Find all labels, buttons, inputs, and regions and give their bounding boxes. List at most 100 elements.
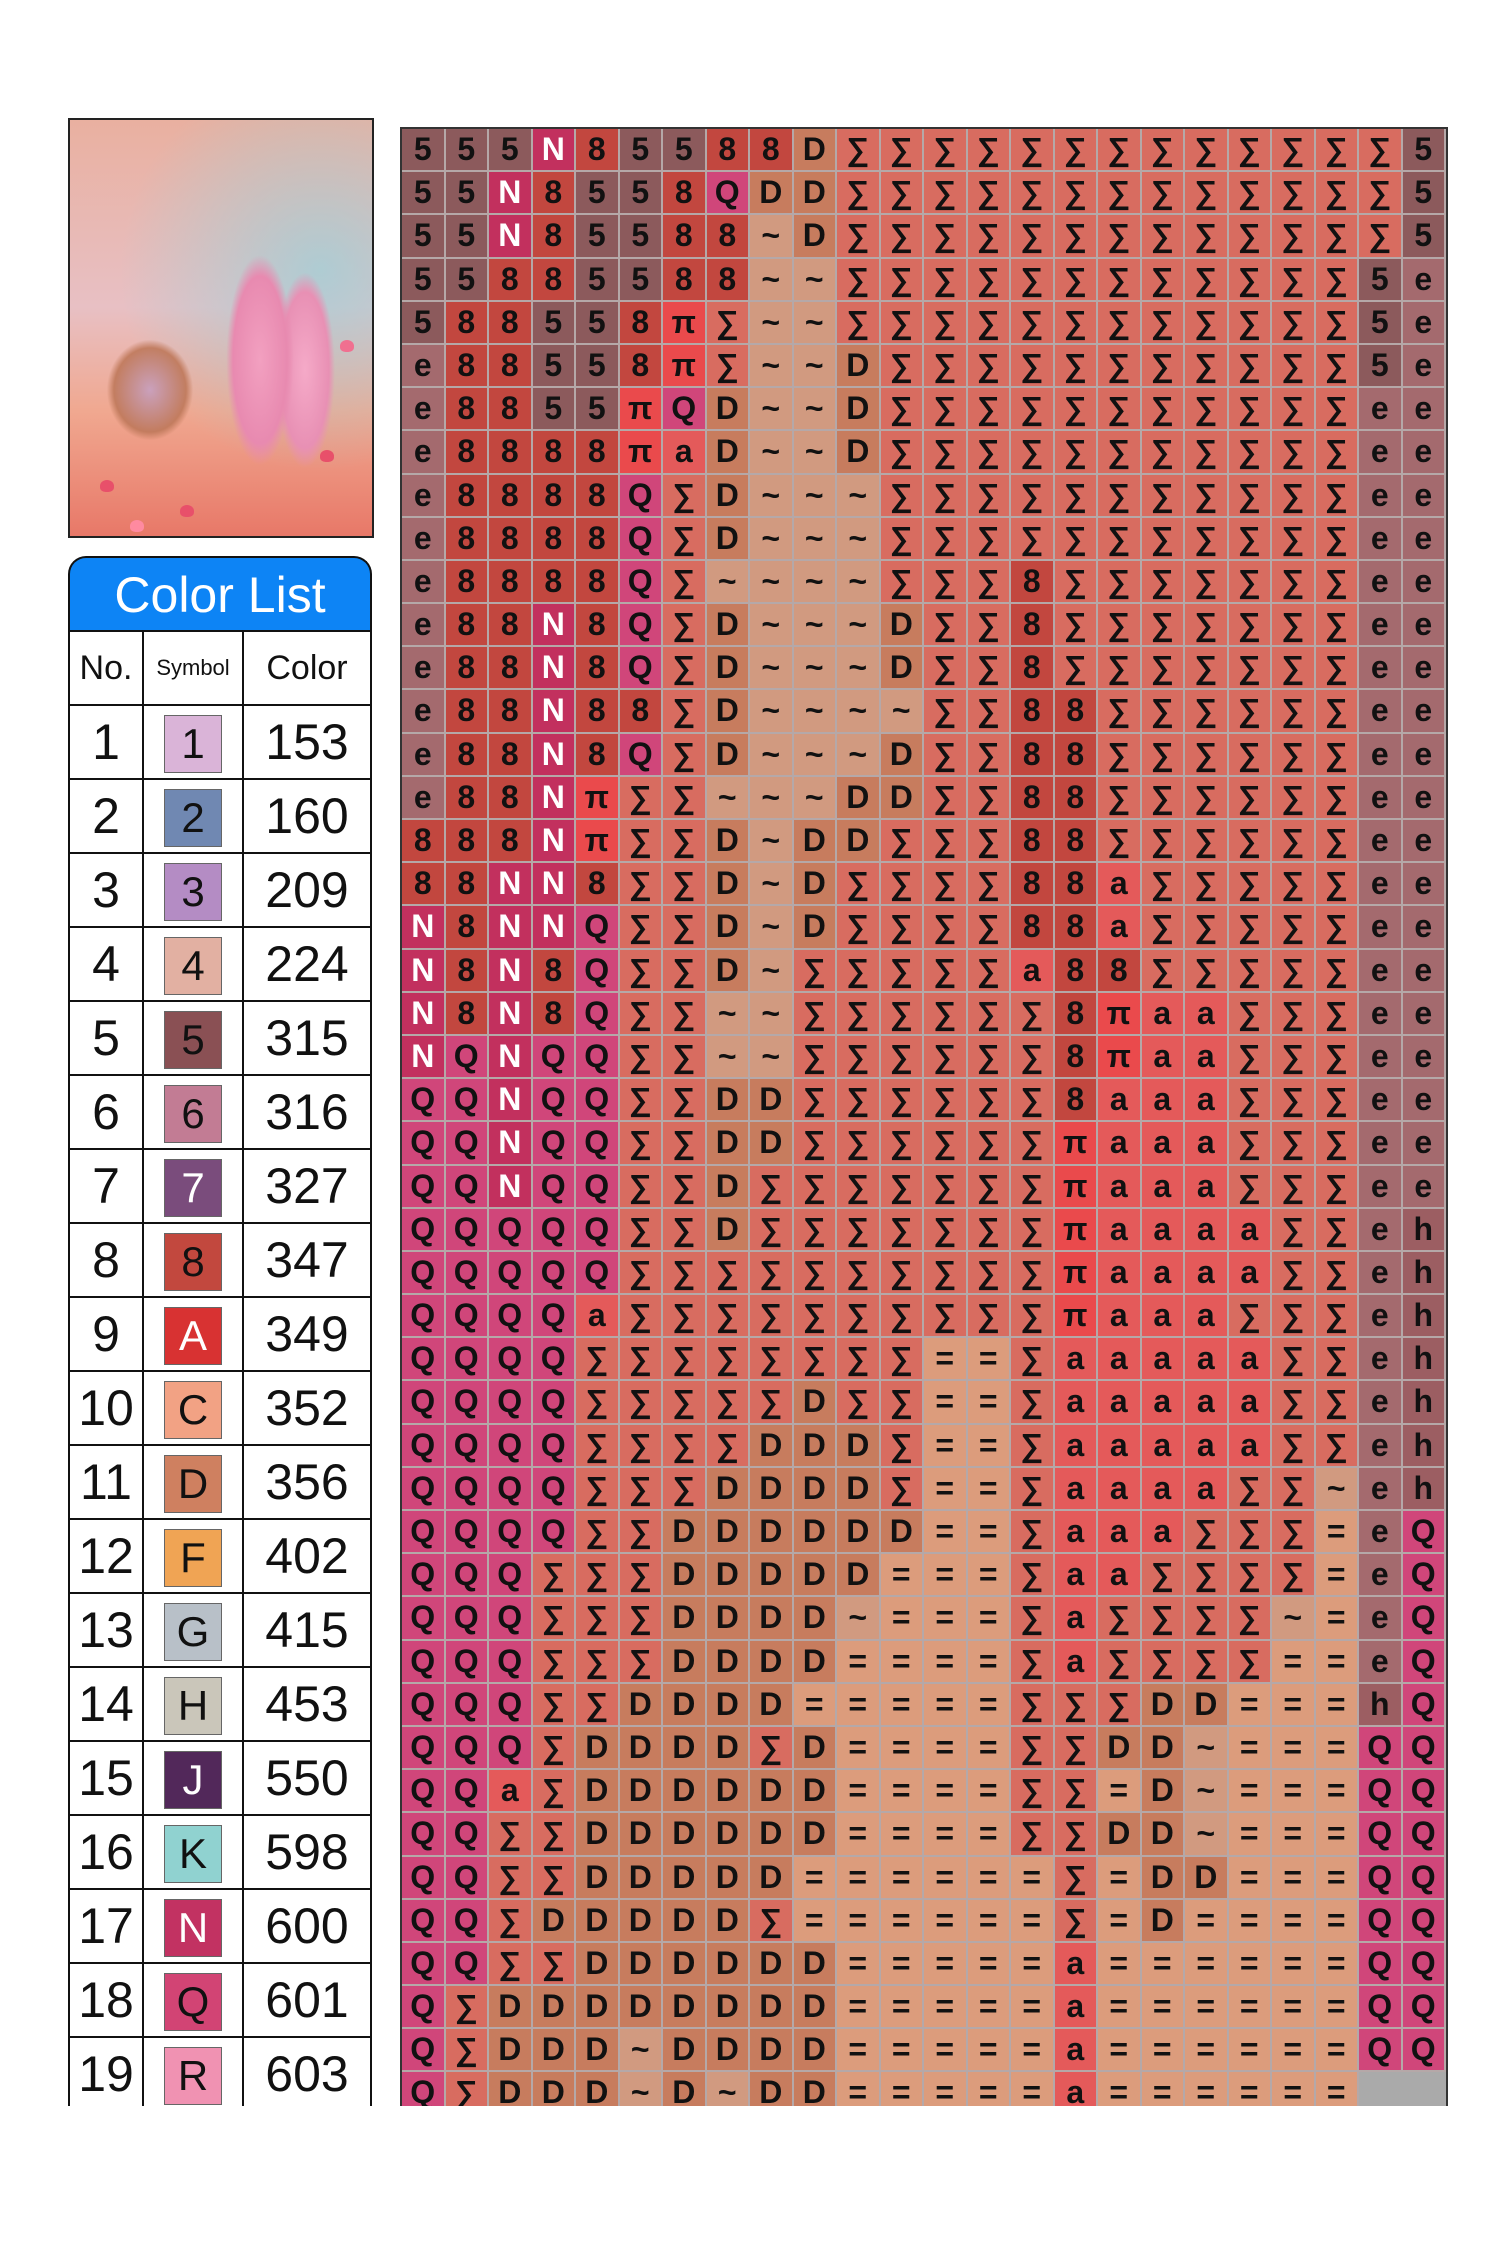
pattern-cell: ∑ xyxy=(1228,1122,1272,1166)
pattern-cell: 8 xyxy=(576,733,620,777)
pattern-cell: ∑ xyxy=(793,992,837,1036)
pattern-cell: 8 xyxy=(1011,733,1055,777)
pattern-cell: ∑ xyxy=(1228,690,1272,734)
pattern-cell: e xyxy=(1402,647,1446,691)
pattern-cell: = xyxy=(1315,2029,1359,2073)
pattern-cell: D xyxy=(793,1424,837,1468)
pattern-cell: Q xyxy=(532,1208,576,1252)
color-code: 209 xyxy=(242,852,372,928)
pattern-cell: Q xyxy=(1359,1726,1403,1771)
pattern-cell: ∑ xyxy=(445,2072,489,2106)
pattern-cell: ~ xyxy=(750,1035,794,1080)
color-list-row: 16 K 598 xyxy=(68,1814,372,1890)
pattern-cell: ∑ xyxy=(924,1208,968,1252)
pattern-cell: Q xyxy=(402,1640,446,1684)
pattern-cell: Q xyxy=(576,1251,620,1296)
pattern-cell: N xyxy=(402,906,446,950)
pattern-cell: ∑ xyxy=(1011,1208,1055,1252)
color-swatch: H xyxy=(164,1676,222,1735)
pattern-cell: e xyxy=(1402,949,1446,993)
pattern-cell: ∑ xyxy=(619,1251,663,1296)
pattern-cell: ~ xyxy=(750,258,794,302)
pattern-cell: ∑ xyxy=(1011,1381,1055,1425)
color-swatch: R xyxy=(164,2046,222,2105)
pattern-cell: ~ xyxy=(750,474,794,518)
pattern-cell: ~ xyxy=(837,733,881,777)
pattern-cell: a xyxy=(489,1770,533,1814)
pattern-cell: ∑ xyxy=(924,1035,968,1080)
pattern-cell: 8 xyxy=(445,388,489,432)
pattern-cell: D xyxy=(576,1726,620,1771)
pattern-cell: ∑ xyxy=(924,301,968,345)
pattern-cell: 5 xyxy=(1359,301,1403,345)
pattern-cell: ∑ xyxy=(880,820,924,864)
pattern-cell: ∑ xyxy=(532,1683,576,1727)
pattern-cell: ∑ xyxy=(793,1035,837,1080)
pattern-cell: 8 xyxy=(489,474,533,518)
pattern-cell: Q xyxy=(402,1079,446,1123)
pattern-cell: = xyxy=(1228,2072,1272,2106)
pattern-cell: ∑ xyxy=(663,1467,707,1511)
pattern-cell: ∑ xyxy=(924,1165,968,1209)
pattern-cell: = xyxy=(967,1813,1011,1857)
pattern-cell: ∑ xyxy=(576,1683,620,1727)
color-number: 15 xyxy=(68,1740,144,1816)
color-code: 327 xyxy=(242,1148,372,1224)
pattern-cell: ∑ xyxy=(1228,1640,1272,1684)
pattern-cell: Q xyxy=(489,1338,533,1382)
pattern-cell: ∑ xyxy=(1141,474,1185,518)
pattern-cell: Q xyxy=(402,1942,446,1987)
pattern-cell: 5 xyxy=(402,301,446,345)
pattern-cell: ∑ xyxy=(1228,172,1272,216)
symbol-cell: K xyxy=(142,1814,244,1890)
pattern-cell: ∑ xyxy=(1315,690,1359,734)
pattern-cell: 8 xyxy=(445,647,489,691)
pattern-cell: ∑ xyxy=(1141,1640,1185,1684)
pattern-cell: a xyxy=(1054,1338,1098,1382)
pattern-cell: 5 xyxy=(576,215,620,259)
pattern-cell: ∑ xyxy=(837,215,881,259)
pattern-cell: ∑ xyxy=(532,1770,576,1814)
pattern-cell: D xyxy=(880,604,924,648)
pattern-cell: N xyxy=(532,647,576,691)
pattern-cell: 8 xyxy=(619,344,663,389)
pattern-cell: ∑ xyxy=(1011,1295,1055,1339)
pattern-cell: ∑ xyxy=(837,1122,881,1166)
pattern-cell: ∑ xyxy=(880,301,924,345)
pattern-cell: ∑ xyxy=(880,474,924,518)
pattern-cell: a xyxy=(1141,1511,1185,1555)
pattern-cell: = xyxy=(1228,1813,1272,1857)
pattern-cell: 8 xyxy=(532,992,576,1036)
pattern-cell: = xyxy=(1315,1683,1359,1727)
pattern-cell: D xyxy=(793,820,837,864)
pattern-cell: Q xyxy=(1402,1597,1446,1641)
pattern-cell: ∑ xyxy=(1185,344,1229,389)
pattern-cell: D xyxy=(576,1813,620,1857)
pattern-cell: = xyxy=(1272,2072,1316,2106)
pattern-cell: N xyxy=(489,992,533,1036)
pattern-cell: D xyxy=(663,1899,707,1943)
pattern-cell: = xyxy=(967,1726,1011,1771)
pattern-cell: a xyxy=(1054,1467,1098,1511)
pattern-cell: D xyxy=(706,1813,750,1857)
pattern-cell: e xyxy=(1402,863,1446,907)
pattern-cell: ∑ xyxy=(663,733,707,777)
pattern-cell: = xyxy=(1098,1770,1142,1814)
pattern-cell: = xyxy=(1315,1554,1359,1598)
pattern-cell: Q xyxy=(663,388,707,432)
pattern-cell: ∑ xyxy=(1098,1683,1142,1727)
pattern-cell: Q xyxy=(1402,1856,1446,1900)
pattern-cell: 8 xyxy=(576,517,620,561)
pattern-cell: ∑ xyxy=(1054,431,1098,475)
pattern-cell: e xyxy=(1359,647,1403,691)
pattern-cell: ∑ xyxy=(750,1899,794,1943)
pattern-cell: 8 xyxy=(445,776,489,820)
pattern-cell: 8 xyxy=(619,301,663,345)
pattern-cell: ∑ xyxy=(1054,1683,1098,1727)
color-number: 6 xyxy=(68,1074,144,1150)
pattern-cell: = xyxy=(1011,2029,1055,2073)
pattern-cell: ~ xyxy=(837,474,881,518)
pattern-cell: D xyxy=(663,1726,707,1771)
pattern-cell: ∑ xyxy=(532,1856,576,1900)
pattern-cell: D xyxy=(706,906,750,950)
